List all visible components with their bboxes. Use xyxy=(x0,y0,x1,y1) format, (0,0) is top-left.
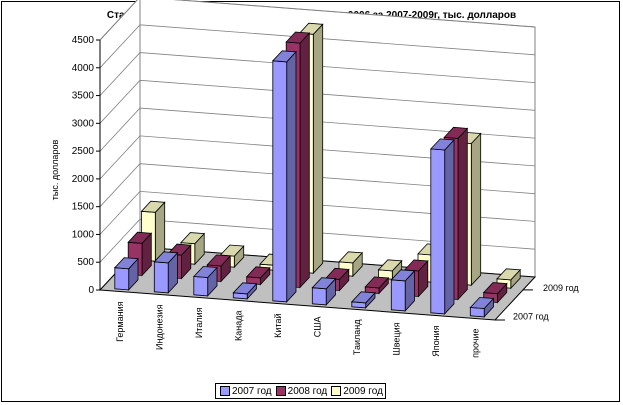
gridline xyxy=(99,79,536,124)
gridline xyxy=(99,135,536,180)
gridline xyxy=(99,218,536,263)
gridline xyxy=(99,107,536,152)
y-tick-label: 0 xyxy=(88,285,94,296)
gridline xyxy=(99,24,536,69)
x-tick-label: Канада xyxy=(233,311,243,341)
bar-1-8 xyxy=(390,269,416,312)
bar-1-4 xyxy=(232,282,258,300)
legend-label: 2009 год xyxy=(343,385,383,397)
legend-swatch xyxy=(331,386,342,396)
bar-2-7 xyxy=(364,276,390,295)
bar-1-3 xyxy=(192,266,218,297)
x-tick-label: Япония xyxy=(431,325,441,356)
x-tick-label: США xyxy=(312,317,322,338)
y-tick-label: 2500 xyxy=(72,146,95,157)
bar-3-6 xyxy=(338,251,364,278)
y-axis-label: тыс. долларов xyxy=(50,140,60,201)
legend-swatch xyxy=(275,386,286,396)
gridline xyxy=(99,52,536,96)
y-tick-label: 1500 xyxy=(72,202,95,213)
legend-swatch xyxy=(220,386,230,396)
y-tick-label: 3000 xyxy=(72,118,95,129)
y-tick-label: 4500 xyxy=(72,35,95,46)
legend-label: 2007 год xyxy=(232,385,272,397)
x-tick-label: Италия xyxy=(194,307,204,338)
y-tick-label: 4000 xyxy=(72,63,95,74)
gridline xyxy=(99,163,536,207)
x-tick-label: Швеция xyxy=(391,322,401,355)
depth-label: 2007 год xyxy=(513,312,549,322)
legend-label: 2008 год xyxy=(287,385,328,397)
y-tick-label: 1000 xyxy=(72,229,95,240)
bar-1-9 xyxy=(429,138,455,315)
bar-1-6 xyxy=(311,277,337,306)
bar-1-10 xyxy=(469,297,495,318)
y-tick-label: 3500 xyxy=(72,91,95,102)
legend-item: 2009 год xyxy=(331,386,383,397)
x-tick-label: Китай xyxy=(273,314,283,338)
bar-1-7 xyxy=(350,291,376,309)
bar-1-2 xyxy=(153,251,179,294)
legend-item: 2007 год xyxy=(220,386,272,397)
gridline xyxy=(99,190,536,235)
x-tick-label: прочие xyxy=(470,329,480,358)
y-tick-label: 2000 xyxy=(72,174,95,185)
x-tick-label: Германия xyxy=(115,301,125,341)
chart-legend: 2007 год 2008 год 2009 год xyxy=(215,383,386,399)
depth-label: 2009 год xyxy=(543,283,579,293)
bar-1-5 xyxy=(271,50,297,303)
y-tick-label: 500 xyxy=(77,257,94,268)
x-tick-label: Индонезия xyxy=(154,304,164,350)
gridline xyxy=(99,0,536,41)
x-tick-label: Таиланд xyxy=(352,319,362,355)
legend-item: 2008 год xyxy=(275,385,328,397)
bar-1-1 xyxy=(113,257,139,291)
